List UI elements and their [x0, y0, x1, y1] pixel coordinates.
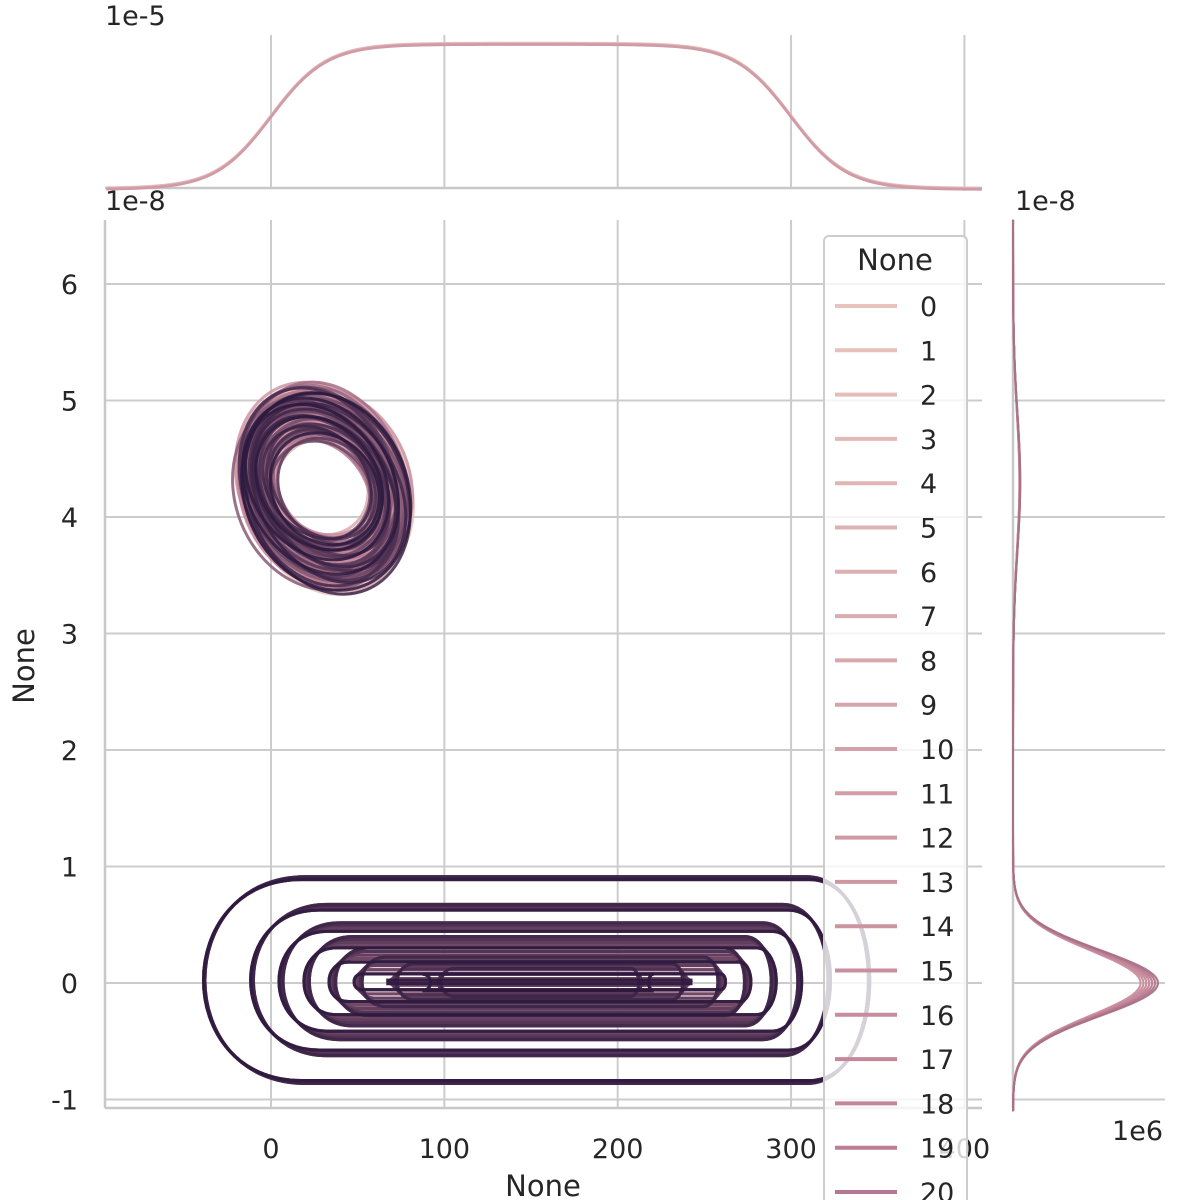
contour-line — [249, 908, 833, 1052]
contour-line — [240, 391, 413, 592]
contour-line — [243, 402, 391, 562]
density-curve — [1012, 219, 1148, 1112]
y-tick-label: -1 — [51, 1086, 78, 1117]
legend-entry-label: 10 — [920, 735, 954, 766]
legend-entry-label: 8 — [920, 646, 937, 677]
density-curve — [1012, 219, 1148, 1112]
contour-line — [386, 978, 694, 986]
contour-line — [352, 972, 728, 992]
density-curve — [1012, 219, 1142, 1112]
y-tick-label: 6 — [61, 270, 78, 301]
density-curve — [1012, 219, 1154, 1112]
y-offset-label: 1e-5 — [105, 1, 166, 32]
legend-entry-label: 13 — [920, 868, 954, 899]
legend-entry-label: 14 — [920, 912, 954, 943]
legend-entry-label: 2 — [920, 381, 937, 412]
legend-entry-label: 4 — [920, 469, 937, 500]
legend-entry-label: 16 — [920, 1001, 954, 1032]
density-curve — [106, 43, 982, 191]
y-offset-label: 1e-8 — [105, 186, 166, 217]
contour-line — [268, 431, 381, 547]
legend-entry-label: 9 — [920, 691, 937, 722]
contour-line — [302, 946, 778, 1017]
legend-entry-label: 11 — [920, 779, 954, 810]
y-tick-label: 4 — [61, 503, 78, 534]
top-marginal-axes: 1e-5 — [105, 1, 982, 191]
legend-entry-label: 1 — [920, 336, 937, 367]
contour-line — [240, 396, 400, 576]
y-tick-label: 5 — [61, 387, 78, 418]
density-curve — [106, 42, 982, 190]
legend-entry-label: 20 — [920, 1178, 954, 1200]
x-axis-label: None — [505, 1169, 581, 1200]
contour-line — [254, 415, 385, 552]
x-tick-label: 0 — [262, 1134, 279, 1165]
contour-line — [281, 921, 800, 1042]
density-curve — [1012, 219, 1160, 1112]
y-tick-label: 0 — [61, 969, 78, 1000]
legend-entry-label: 12 — [920, 824, 954, 855]
x-tick-label: 300 — [765, 1134, 817, 1165]
density-curve — [1012, 219, 1157, 1112]
y-tick-label: 1 — [61, 853, 78, 884]
legend-entry-label: 7 — [920, 602, 937, 633]
density-curve — [1012, 219, 1154, 1112]
density-curve — [106, 42, 982, 190]
legend-entry-label: 5 — [920, 514, 937, 545]
density-curve — [1012, 219, 1148, 1112]
legend-entry-label: 19 — [920, 1134, 954, 1165]
contour-line — [269, 439, 375, 548]
density-curve — [1012, 219, 1157, 1112]
x-tick-label: 100 — [419, 1134, 471, 1165]
x-offset-label: 1e6 — [1112, 1116, 1163, 1147]
y-tick-label: 2 — [61, 736, 78, 767]
contour-line — [352, 972, 728, 992]
legend-entry-label: 0 — [920, 292, 937, 323]
density-curve — [1012, 219, 1142, 1112]
density-curve — [1012, 219, 1142, 1112]
y-offset-label: 1e-8 — [1015, 186, 1076, 217]
density-curve — [1012, 219, 1160, 1112]
legend-entry-label: 3 — [920, 425, 937, 456]
legend-entry-label: 17 — [920, 1045, 954, 1076]
y-axis-label: None — [7, 628, 41, 704]
density-curve — [1012, 219, 1151, 1112]
contour-line — [352, 972, 728, 992]
contour-line — [307, 935, 773, 1028]
contour-line — [327, 960, 753, 1004]
density-curve — [1012, 219, 1151, 1112]
density-curve — [1012, 219, 1145, 1112]
legend-box — [823, 235, 968, 1200]
right-marginal-axes: 1e-8 1e6 — [1011, 186, 1165, 1147]
density-curve — [1012, 219, 1145, 1112]
density-curve — [1012, 219, 1151, 1112]
contour-line — [277, 929, 804, 1033]
legend-title: None — [857, 243, 933, 277]
density-curve — [1012, 219, 1145, 1112]
density-curve — [1012, 219, 1154, 1112]
y-tick-label: 3 — [61, 620, 78, 651]
density-curve — [1012, 219, 1160, 1112]
contour-line — [352, 972, 728, 992]
legend-entry-label: 18 — [920, 1089, 954, 1120]
contour-line — [352, 972, 728, 992]
legend-entry-label: 6 — [920, 558, 937, 589]
x-tick-label: 200 — [592, 1134, 644, 1165]
density-curve — [1012, 219, 1157, 1112]
density-curve — [106, 42, 982, 191]
legend-entry-label: 15 — [920, 957, 954, 988]
contour-line — [360, 955, 720, 1009]
density-curve — [106, 41, 982, 190]
